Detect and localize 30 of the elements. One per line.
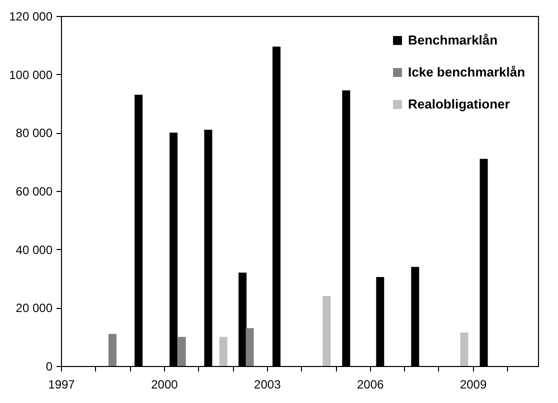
bar — [108, 334, 116, 366]
x-tick-label: 2009 — [460, 378, 487, 392]
y-tick-label: 40 000 — [16, 242, 53, 257]
x-tick-label: 1997 — [48, 378, 76, 392]
legend-label: Benchmarklån — [408, 32, 498, 48]
x-tick-label: 2000 — [151, 378, 178, 392]
bar — [480, 158, 488, 366]
bar — [342, 90, 350, 366]
y-tick-label: 80 000 — [16, 126, 53, 140]
bar — [204, 130, 212, 366]
y-tick-label: 60 000 — [16, 184, 53, 198]
legend-label: Realobligationer — [408, 96, 510, 112]
bar — [178, 336, 186, 366]
bar — [170, 132, 178, 366]
bar — [134, 94, 143, 366]
bar — [238, 272, 247, 366]
bar — [246, 328, 254, 366]
x-tick-label: 2003 — [254, 378, 282, 392]
legend-label: Icke benchmarklån — [408, 64, 526, 80]
bar — [411, 266, 420, 366]
y-tick-label: 0 — [46, 360, 53, 374]
bar — [219, 336, 228, 366]
y-tick-label: 120 000 — [9, 10, 53, 24]
x-tick-label: 2006 — [356, 378, 384, 392]
y-tick-label: 100 000 — [9, 68, 53, 82]
bar — [460, 332, 468, 366]
bar — [272, 46, 281, 366]
bar — [376, 277, 384, 366]
y-tick-label: 20 000 — [16, 301, 53, 316]
bar — [322, 296, 331, 366]
